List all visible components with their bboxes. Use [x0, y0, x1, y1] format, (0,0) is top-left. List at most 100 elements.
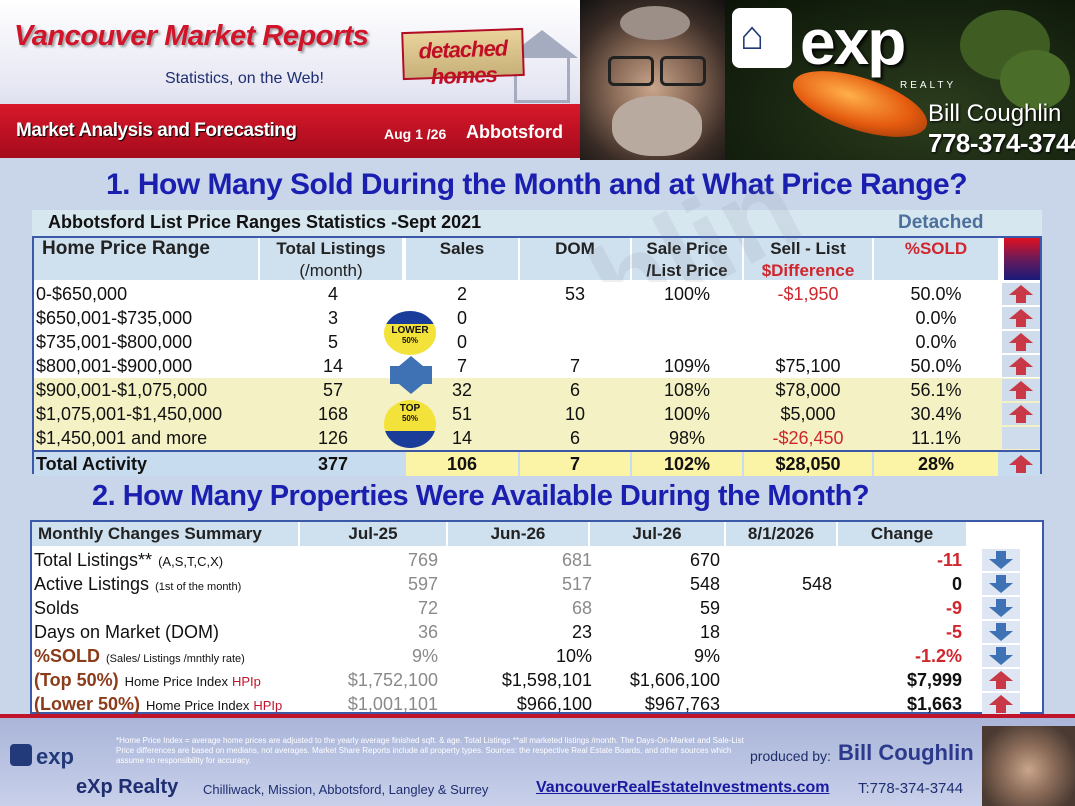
website-link[interactable]: VancouverRealEstateInvestments.com — [536, 779, 830, 796]
col-jul26-header: Jul-26 — [590, 522, 724, 546]
trend-up-icon-stem — [1016, 415, 1026, 423]
trend-down-icon — [989, 583, 1013, 593]
header-band — [0, 104, 580, 158]
cell-listings: 3 — [327, 308, 338, 328]
section1-heading: 1. How Many Sold During the Month and at… — [106, 168, 968, 201]
section2-heading: 2. How Many Properties Were Available Du… — [92, 480, 870, 512]
cell-listings: 14 — [322, 356, 344, 376]
price-range-row: $1,450,001 and more 126 14 6 98% -$26,450 11.1… — [34, 426, 1040, 450]
cell-range: 0-$650,000 — [36, 284, 128, 304]
cell-range: $800,001-$900,000 — [36, 356, 193, 376]
total-range: Total Activity — [36, 454, 148, 474]
trend-up-icon — [1009, 333, 1033, 343]
band-title: Market Analysis and Forecasting — [16, 120, 297, 141]
summary-a: 72 — [417, 598, 438, 618]
cell-diff: -$26,450 — [772, 428, 844, 448]
col-current-header: 8/1/2026 — [726, 522, 836, 546]
summary-a: 36 — [417, 622, 438, 642]
agent-phone: 778-374-3744 — [928, 128, 1075, 158]
summary-note: (Sales/ Listings /mnthly rate) — [106, 653, 245, 665]
cell-listings: 168 — [317, 404, 349, 424]
summary-note-hpi: HPIp — [253, 698, 283, 713]
summary-b: 681 — [561, 550, 592, 570]
cell-range: $1,450,001 and more — [36, 428, 208, 448]
col-summary-header: Monthly Changes Summary — [32, 522, 298, 546]
summary-a: 9% — [411, 646, 438, 666]
trend-down-icon-stem — [996, 575, 1006, 583]
cell-dom: 7 — [569, 356, 580, 376]
service-areas: Chilliwack, Mission, Abbotsford, Langley… — [203, 782, 489, 797]
trend-up-icon-stem — [1016, 465, 1026, 473]
summary-label-cell: Days on Market (DOM) — [34, 620, 330, 644]
summary-row: Total Listings** (A,S,T,C,X) 769 681 670 -11 — [32, 548, 1042, 572]
divider-arrow-body — [390, 366, 432, 384]
summary-b: 10% — [555, 646, 592, 666]
footer-phone: T:778-374-3744 — [858, 780, 964, 797]
cell-sold: 11.1% — [911, 428, 961, 448]
summary-change: -9 — [945, 598, 962, 618]
summary-label-cell: (Lower 50%) Home Price Index HPIp — [34, 692, 330, 718]
summary-change: -11 — [936, 550, 962, 570]
cell-dom: 6 — [569, 380, 580, 400]
summary-change: $7,999 — [906, 670, 962, 690]
trend-down-icon — [989, 631, 1013, 641]
summary-label-cell: (Top 50%) Home Price Index HPIp — [34, 668, 330, 694]
table1-property-type: Detached — [898, 212, 984, 233]
summary-label: %SOLD — [34, 646, 101, 666]
summary-note: (1st of the month) — [155, 581, 242, 593]
price-range-row: $735,001-$800,000 5 0 0.0% — [34, 330, 1040, 354]
summary-c: 670 — [689, 550, 720, 570]
cell-dom: 53 — [564, 284, 586, 304]
summary-c: 548 — [689, 574, 720, 594]
footer-divider — [0, 714, 1075, 718]
summary-label: Solds — [34, 598, 80, 618]
report-city: Abbotsford — [466, 122, 563, 142]
col-range-header: Home Price Range — [34, 238, 258, 280]
lily-pad — [1000, 50, 1070, 110]
summary-label: Days on Market (DOM) — [34, 622, 220, 642]
trend-up-icon-stem — [996, 705, 1006, 713]
summary-d: 548 — [801, 574, 832, 594]
agent-photo-glasses-right — [660, 56, 706, 86]
col-sold-header: %SOLD — [874, 238, 998, 280]
cell-sales: 51 — [451, 404, 473, 424]
summary-label-cell: Solds — [34, 596, 330, 620]
lower-50-marker — [384, 311, 436, 355]
trend-down-icon — [989, 655, 1013, 665]
cell-dom: 6 — [569, 428, 580, 448]
summary-a: 597 — [407, 574, 438, 594]
produced-by-label: produced by: — [750, 748, 831, 764]
cell-sold: 0.0% — [915, 308, 957, 328]
cell-slp: 100% — [663, 404, 711, 424]
summary-c: 9% — [693, 646, 720, 666]
trend-up-icon — [989, 695, 1013, 705]
summary-label: Active Listings — [34, 574, 150, 594]
price-range-row: $650,001-$735,000 3 0 0.0% — [34, 306, 1040, 330]
summary-change: -5 — [945, 622, 962, 642]
cell-sold: 50.0% — [910, 284, 962, 304]
top-50-label: TOP 50% — [399, 403, 421, 424]
summary-c: $967,763 — [644, 694, 720, 714]
cell-range: $900,001-$1,075,000 — [36, 380, 208, 400]
col-jun26-header: Jun-26 — [448, 522, 588, 546]
summary-label-cell: Total Listings** (A,S,T,C,X) — [34, 548, 330, 574]
trend-down-icon-stem — [996, 599, 1006, 607]
cell-sales: 2 — [456, 284, 467, 304]
monthly-changes-table — [30, 520, 1044, 714]
col-change-header: Change — [838, 522, 966, 546]
summary-row: Active Listings (1st of the month) 597 517 5… — [32, 572, 1042, 596]
trend-up-icon — [1009, 405, 1033, 415]
cell-sales: 0 — [456, 308, 467, 328]
cell-dom: 10 — [564, 404, 586, 424]
summary-note-hpi: HPIp — [232, 674, 261, 689]
trend-up-icon — [989, 671, 1013, 681]
report-date: Aug 1 /26 — [384, 126, 447, 142]
trend-cell — [1002, 427, 1040, 449]
divider-arrow-down-icon — [399, 384, 423, 394]
summary-label-cell: %SOLD (Sales/ Listings /mnthly rate) — [34, 644, 330, 671]
trend-up-icon-stem — [1016, 319, 1026, 327]
trend-up-icon-stem — [1016, 343, 1026, 351]
footer-notes: *Home Price Index = average home prices … — [116, 736, 744, 765]
agent-photo-glasses-left — [608, 56, 654, 86]
cell-diff: $75,100 — [775, 356, 841, 376]
